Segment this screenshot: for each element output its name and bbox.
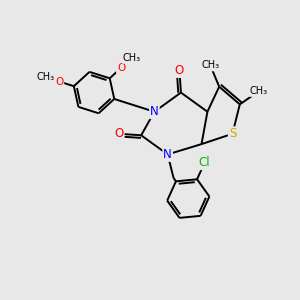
Text: O: O bbox=[117, 63, 125, 73]
Text: Cl: Cl bbox=[199, 156, 210, 169]
Text: CH₃: CH₃ bbox=[250, 86, 268, 96]
Text: O: O bbox=[55, 76, 63, 86]
Text: N: N bbox=[150, 105, 159, 118]
Text: CH₃: CH₃ bbox=[36, 72, 54, 82]
Text: N: N bbox=[163, 148, 172, 161]
Text: CH₃: CH₃ bbox=[201, 61, 219, 70]
Text: O: O bbox=[115, 127, 124, 140]
Text: S: S bbox=[229, 127, 236, 140]
Text: CH₃: CH₃ bbox=[123, 53, 141, 63]
Text: O: O bbox=[175, 64, 184, 77]
